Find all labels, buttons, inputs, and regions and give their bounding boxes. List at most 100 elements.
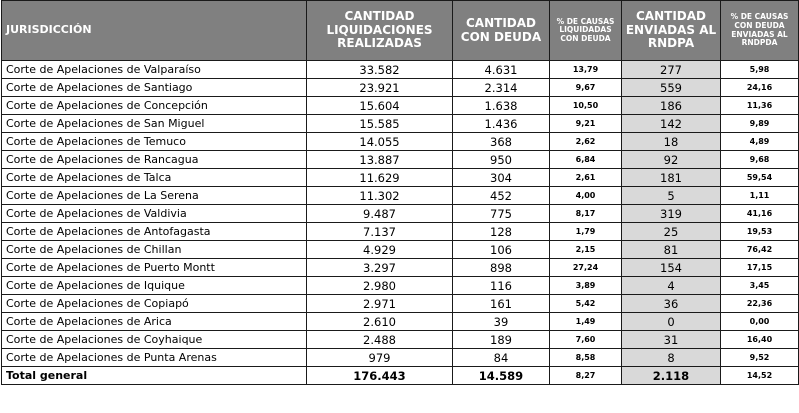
cell-liquidaciones: 2.971 — [306, 294, 453, 313]
cell-enviadas: 0 — [621, 312, 721, 331]
cell-liquidaciones: 15.585 — [306, 114, 453, 133]
cell-enviadas: 92 — [621, 150, 721, 169]
cell-pct-liquidadas: 3,89 — [549, 276, 622, 295]
header-row: JURISDICCIÓN CANTIDAD LIQUIDACIONES REAL… — [1, 0, 799, 61]
cell-jurisdiccion: Corte de Apelaciones de Valdivia — [1, 204, 307, 223]
cell-pct-liquidadas: 1,79 — [549, 222, 622, 241]
cell-enviadas: 36 — [621, 294, 721, 313]
cell-enviadas: 8 — [621, 348, 721, 367]
table-row: Corte de Apelaciones de Valdivia 9.487 775… — [1, 204, 799, 223]
cell-liquidaciones: 2.610 — [306, 312, 453, 331]
cell-pct-enviadas: 9,68 — [720, 150, 799, 169]
cell-con-deuda: 1.436 — [452, 114, 550, 133]
cell-jurisdiccion: Corte de Apelaciones de Punta Arenas — [1, 348, 307, 367]
cell-jurisdiccion: Corte de Apelaciones de Concepción — [1, 96, 307, 115]
cell-jurisdiccion: Corte de Apelaciones de Rancagua — [1, 150, 307, 169]
cell-pct-enviadas: 9,89 — [720, 114, 799, 133]
cell-pct-liquidadas: 4,00 — [549, 186, 622, 205]
header-enviadas: CANTIDAD ENVIADAS AL RNDPA — [621, 0, 721, 61]
cell-enviadas: 18 — [621, 132, 721, 151]
table-row: Corte de Apelaciones de Iquique 2.980 116 3… — [1, 276, 799, 295]
header-con-deuda: CANTIDAD CON DEUDA — [452, 0, 550, 61]
cell-con-deuda: 304 — [452, 168, 550, 187]
cell-pct-liquidadas: 6,84 — [549, 150, 622, 169]
cell-jurisdiccion: Corte de Apelaciones de Arica — [1, 312, 307, 331]
cell-con-deuda: 161 — [452, 294, 550, 313]
cell-con-deuda: 116 — [452, 276, 550, 295]
cell-pct-enviadas: 22,36 — [720, 294, 799, 313]
total-liquidaciones: 176.443 — [306, 366, 453, 385]
cell-enviadas: 5 — [621, 186, 721, 205]
cell-liquidaciones: 2.488 — [306, 330, 453, 349]
cell-con-deuda: 950 — [452, 150, 550, 169]
cell-enviadas: 559 — [621, 78, 721, 97]
table-row: Corte de Apelaciones de Copiapó 2.971 161 5… — [1, 294, 799, 313]
table-footer: Total general 176.443 14.589 8,27 2.118 … — [1, 366, 799, 385]
cell-jurisdiccion: Corte de Apelaciones de Iquique — [1, 276, 307, 295]
cell-pct-liquidadas: 5,42 — [549, 294, 622, 313]
cell-pct-liquidadas: 9,21 — [549, 114, 622, 133]
cell-liquidaciones: 7.137 — [306, 222, 453, 241]
cell-pct-liquidadas: 7,60 — [549, 330, 622, 349]
cell-pct-liquidadas: 2,61 — [549, 168, 622, 187]
cell-enviadas: 25 — [621, 222, 721, 241]
cell-con-deuda: 128 — [452, 222, 550, 241]
cell-pct-enviadas: 17,15 — [720, 258, 799, 277]
table-row: Corte de Apelaciones de San Miguel 15.585… — [1, 114, 799, 133]
cell-con-deuda: 898 — [452, 258, 550, 277]
table-row: Corte de Apelaciones de Concepción 15.604… — [1, 96, 799, 115]
total-label: Total general — [1, 366, 307, 385]
jurisdiction-debt-table: JURISDICCIÓN CANTIDAD LIQUIDACIONES REAL… — [1, 0, 799, 385]
cell-con-deuda: 1.638 — [452, 96, 550, 115]
cell-liquidaciones: 9.487 — [306, 204, 453, 223]
cell-liquidaciones: 33.582 — [306, 60, 453, 79]
cell-con-deuda: 775 — [452, 204, 550, 223]
cell-jurisdiccion: Corte de Apelaciones de Chillan — [1, 240, 307, 259]
table-header: JURISDICCIÓN CANTIDAD LIQUIDACIONES REAL… — [1, 0, 799, 61]
cell-con-deuda: 2.314 — [452, 78, 550, 97]
table-row: Corte de Apelaciones de Arica 2.610 39 1,49… — [1, 312, 799, 331]
cell-liquidaciones: 979 — [306, 348, 453, 367]
table-row: Corte de Apelaciones de Talca 11.629 304 2,… — [1, 168, 799, 187]
cell-pct-liquidadas: 10,50 — [549, 96, 622, 115]
cell-jurisdiccion: Corte de Apelaciones de Antofagasta — [1, 222, 307, 241]
cell-liquidaciones: 11.302 — [306, 186, 453, 205]
cell-jurisdiccion: Corte de Apelaciones de Coyhaique — [1, 330, 307, 349]
cell-jurisdiccion: Corte de Apelaciones de Puerto Montt — [1, 258, 307, 277]
cell-pct-liquidadas: 8,58 — [549, 348, 622, 367]
cell-con-deuda: 452 — [452, 186, 550, 205]
cell-jurisdiccion: Corte de Apelaciones de Temuco — [1, 132, 307, 151]
cell-enviadas: 319 — [621, 204, 721, 223]
cell-jurisdiccion: Corte de Apelaciones de La Serena — [1, 186, 307, 205]
cell-enviadas: 154 — [621, 258, 721, 277]
cell-pct-enviadas: 1,11 — [720, 186, 799, 205]
total-enviadas: 2.118 — [621, 366, 721, 385]
cell-con-deuda: 189 — [452, 330, 550, 349]
cell-pct-enviadas: 9,52 — [720, 348, 799, 367]
cell-liquidaciones: 11.629 — [306, 168, 453, 187]
cell-jurisdiccion: Corte de Apelaciones de Valparaíso — [1, 60, 307, 79]
cell-pct-enviadas: 0,00 — [720, 312, 799, 331]
cell-pct-enviadas: 41,16 — [720, 204, 799, 223]
header-liquidaciones: CANTIDAD LIQUIDACIONES REALIZADAS — [306, 0, 453, 61]
cell-pct-enviadas: 24,16 — [720, 78, 799, 97]
header-pct-liquidadas: % DE CAUSAS LIQUIDADAS CON DEUDA — [549, 0, 622, 61]
cell-jurisdiccion: Corte de Apelaciones de Talca — [1, 168, 307, 187]
table-row: Corte de Apelaciones de Rancagua 13.887 95… — [1, 150, 799, 169]
cell-pct-liquidadas: 1,49 — [549, 312, 622, 331]
cell-pct-enviadas: 11,36 — [720, 96, 799, 115]
cell-liquidaciones: 3.297 — [306, 258, 453, 277]
table-row: Corte de Apelaciones de Santiago 23.921 2.… — [1, 78, 799, 97]
cell-enviadas: 186 — [621, 96, 721, 115]
cell-liquidaciones: 23.921 — [306, 78, 453, 97]
cell-enviadas: 81 — [621, 240, 721, 259]
cell-pct-enviadas: 76,42 — [720, 240, 799, 259]
table-row: Corte de Apelaciones de Coyhaique 2.488 18… — [1, 330, 799, 349]
cell-pct-enviadas: 5,98 — [720, 60, 799, 79]
cell-pct-enviadas: 4,89 — [720, 132, 799, 151]
cell-liquidaciones: 15.604 — [306, 96, 453, 115]
cell-jurisdiccion: Corte de Apelaciones de Copiapó — [1, 294, 307, 313]
cell-enviadas: 181 — [621, 168, 721, 187]
cell-con-deuda: 84 — [452, 348, 550, 367]
table-row: Corte de Apelaciones de Temuco 14.055 368 2… — [1, 132, 799, 151]
